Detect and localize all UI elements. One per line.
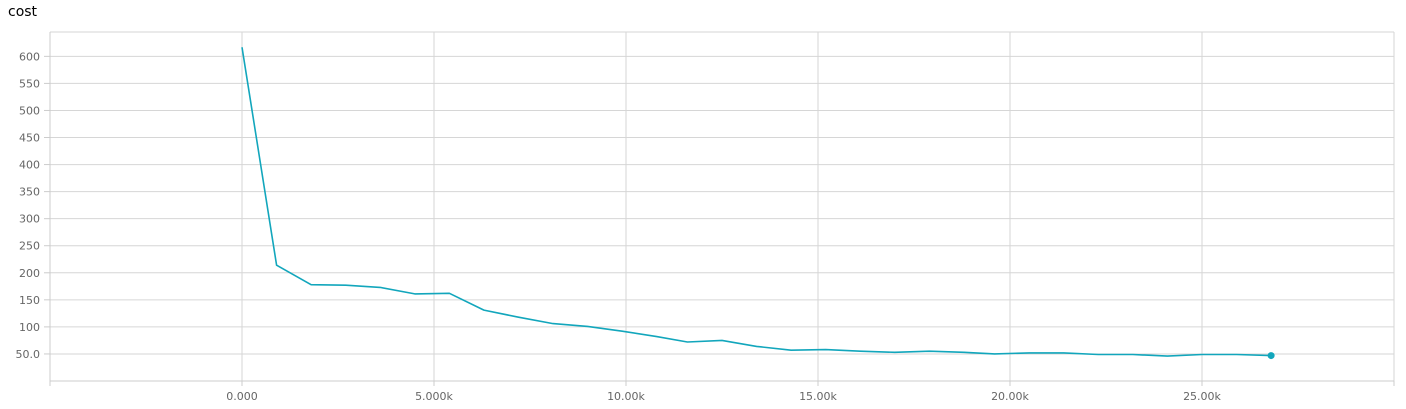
last-point-marker <box>1267 352 1275 360</box>
y-tick-label: 150 <box>19 294 40 307</box>
series-group <box>241 47 1275 360</box>
y-tick-label: 350 <box>19 186 40 199</box>
chart-title: cost <box>8 4 38 20</box>
cost-series-line <box>241 47 1272 357</box>
y-tick-label: 250 <box>19 240 40 253</box>
x-tick-labels: 0.000 5.000k 10.00k 15.00k 20.00k 25.00k <box>226 390 1221 403</box>
x-tick-label: 0.000 <box>226 390 258 403</box>
x-tick-label: 25.00k <box>1183 390 1221 403</box>
y-tick-label: 500 <box>19 104 40 117</box>
x-tick-label: 5.000k <box>415 390 453 403</box>
y-gridlines <box>50 31 1394 355</box>
x-gridlines <box>241 32 1203 381</box>
y-tick-label: 400 <box>19 159 40 172</box>
x-tick-label: 15.00k <box>799 390 837 403</box>
y-tick-label: 50.0 <box>16 348 41 361</box>
y-tick-labels: 50.0 100 150 200 250 300 350 400 450 500 550 600 <box>16 50 41 361</box>
y-tick-label: 100 <box>19 321 40 334</box>
y-tick-label: 300 <box>19 213 40 226</box>
y-tick-label: 450 <box>19 132 40 145</box>
x-tick-label: 20.00k <box>991 390 1029 403</box>
y-tick-label: 600 <box>19 50 40 63</box>
x-tick-label: 10.00k <box>607 390 645 403</box>
y-tick-label: 200 <box>19 267 40 280</box>
axes <box>44 32 1395 386</box>
y-tick-label: 550 <box>19 77 40 90</box>
